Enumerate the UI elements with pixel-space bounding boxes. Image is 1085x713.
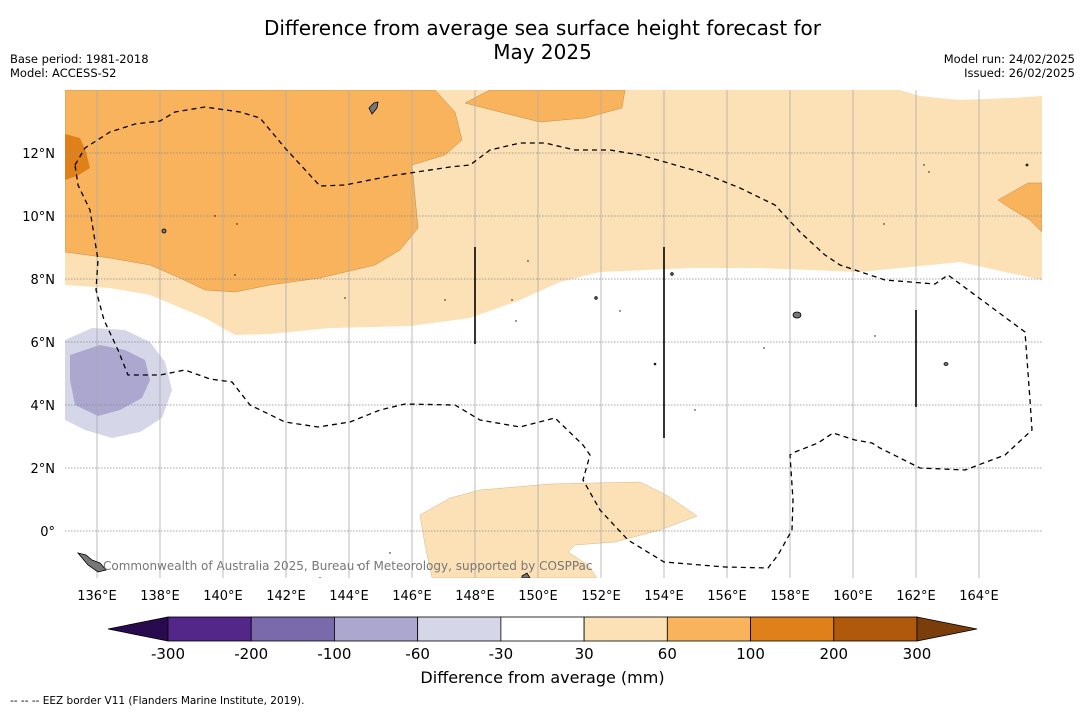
colorbar-extend-high <box>916 616 978 642</box>
lon-label: 142°E <box>266 589 306 604</box>
colorbar-tick-label: 60 <box>658 645 677 663</box>
lon-label: 152°E <box>581 589 621 604</box>
lon-label: 156°E <box>707 589 747 604</box>
lon-label: 160°E <box>833 589 873 604</box>
colorbar-segment <box>500 616 585 642</box>
map-title-line1: Difference from average sea surface heig… <box>263 16 822 40</box>
map-title-line2: May 2025 <box>493 40 592 64</box>
colorbar-segment <box>417 616 502 642</box>
lon-label: 150°E <box>518 589 558 604</box>
eez-footnote: -- -- -- EEZ border V11 (Flanders Marine… <box>10 695 305 707</box>
small-island-dots <box>214 164 930 578</box>
lon-label: 146°E <box>392 589 432 604</box>
colorbar-tick-label: -30 <box>489 645 514 663</box>
eez-border-lines <box>74 106 1033 569</box>
longitude-labels: 136°E 138°E 140°E 142°E 144°E 146°E 148°… <box>77 589 999 604</box>
lat-label: 8°N <box>31 273 56 288</box>
lat-label: 10°N <box>22 210 55 225</box>
colorbar-extend-low <box>107 616 169 642</box>
anomaly-contour-minus100-minus60 <box>70 345 150 416</box>
lat-label: 4°N <box>31 399 56 414</box>
model-name: Model: ACCESS-S2 <box>10 66 117 80</box>
anomaly-contour-60-100 <box>65 90 463 293</box>
colorbar-tick-label: 200 <box>819 645 848 663</box>
colorbar-tick-label: 100 <box>736 645 765 663</box>
colorbar-tick-label: 30 <box>575 645 594 663</box>
latitude-gridlines <box>65 152 1042 532</box>
boundary-lines <box>474 247 917 438</box>
lon-label: 164°E <box>959 589 999 604</box>
map-credit: Commonwealth of Australia 2025, Bureau o… <box>103 559 593 573</box>
colorbar-segment <box>334 616 419 642</box>
lon-label: 162°E <box>896 589 936 604</box>
colorbar-tick-label: -200 <box>234 645 268 663</box>
lon-label: 136°E <box>77 589 117 604</box>
colorbar-tick-label: -60 <box>405 645 430 663</box>
colorbar-segment <box>167 616 252 642</box>
colorbar-tick-label: -100 <box>317 645 351 663</box>
lon-label: 148°E <box>455 589 495 604</box>
colorbar-title: Difference from average (mm) <box>420 668 665 687</box>
colorbar-tick-label: -300 <box>151 645 185 663</box>
lon-label: 158°E <box>770 589 810 604</box>
base-period: Base period: 1981-2018 <box>10 52 149 66</box>
lat-label: 6°N <box>31 336 56 351</box>
issued-date: Issued: 26/02/2025 <box>964 66 1075 80</box>
latitude-labels: 12°N 10°N 8°N 6°N 4°N 2°N 0° <box>22 147 55 540</box>
lon-label: 138°E <box>140 589 180 604</box>
map-panel: Commonwealth of Australia 2025, Bureau o… <box>65 90 1042 578</box>
lon-label: 140°E <box>203 589 243 604</box>
lat-label: 2°N <box>31 462 56 477</box>
colorbar-segment <box>583 616 668 642</box>
lon-label: 144°E <box>329 589 369 604</box>
lat-label: 12°N <box>22 147 55 162</box>
colorbar: -300 -200 -100 -60 -30 30 60 100 200 300 <box>107 616 978 663</box>
anomaly-contour-100-200 <box>65 134 90 180</box>
model-run: Model run: 24/02/2025 <box>943 52 1075 66</box>
colorbar-segment <box>750 616 835 642</box>
colorbar-tick-label: 300 <box>903 645 932 663</box>
colorbar-segment <box>666 616 751 642</box>
lon-label: 154°E <box>644 589 684 604</box>
islands <box>76 101 1029 578</box>
colorbar-segment <box>250 616 335 642</box>
lat-label: 0° <box>40 525 55 540</box>
colorbar-segment <box>833 616 918 642</box>
